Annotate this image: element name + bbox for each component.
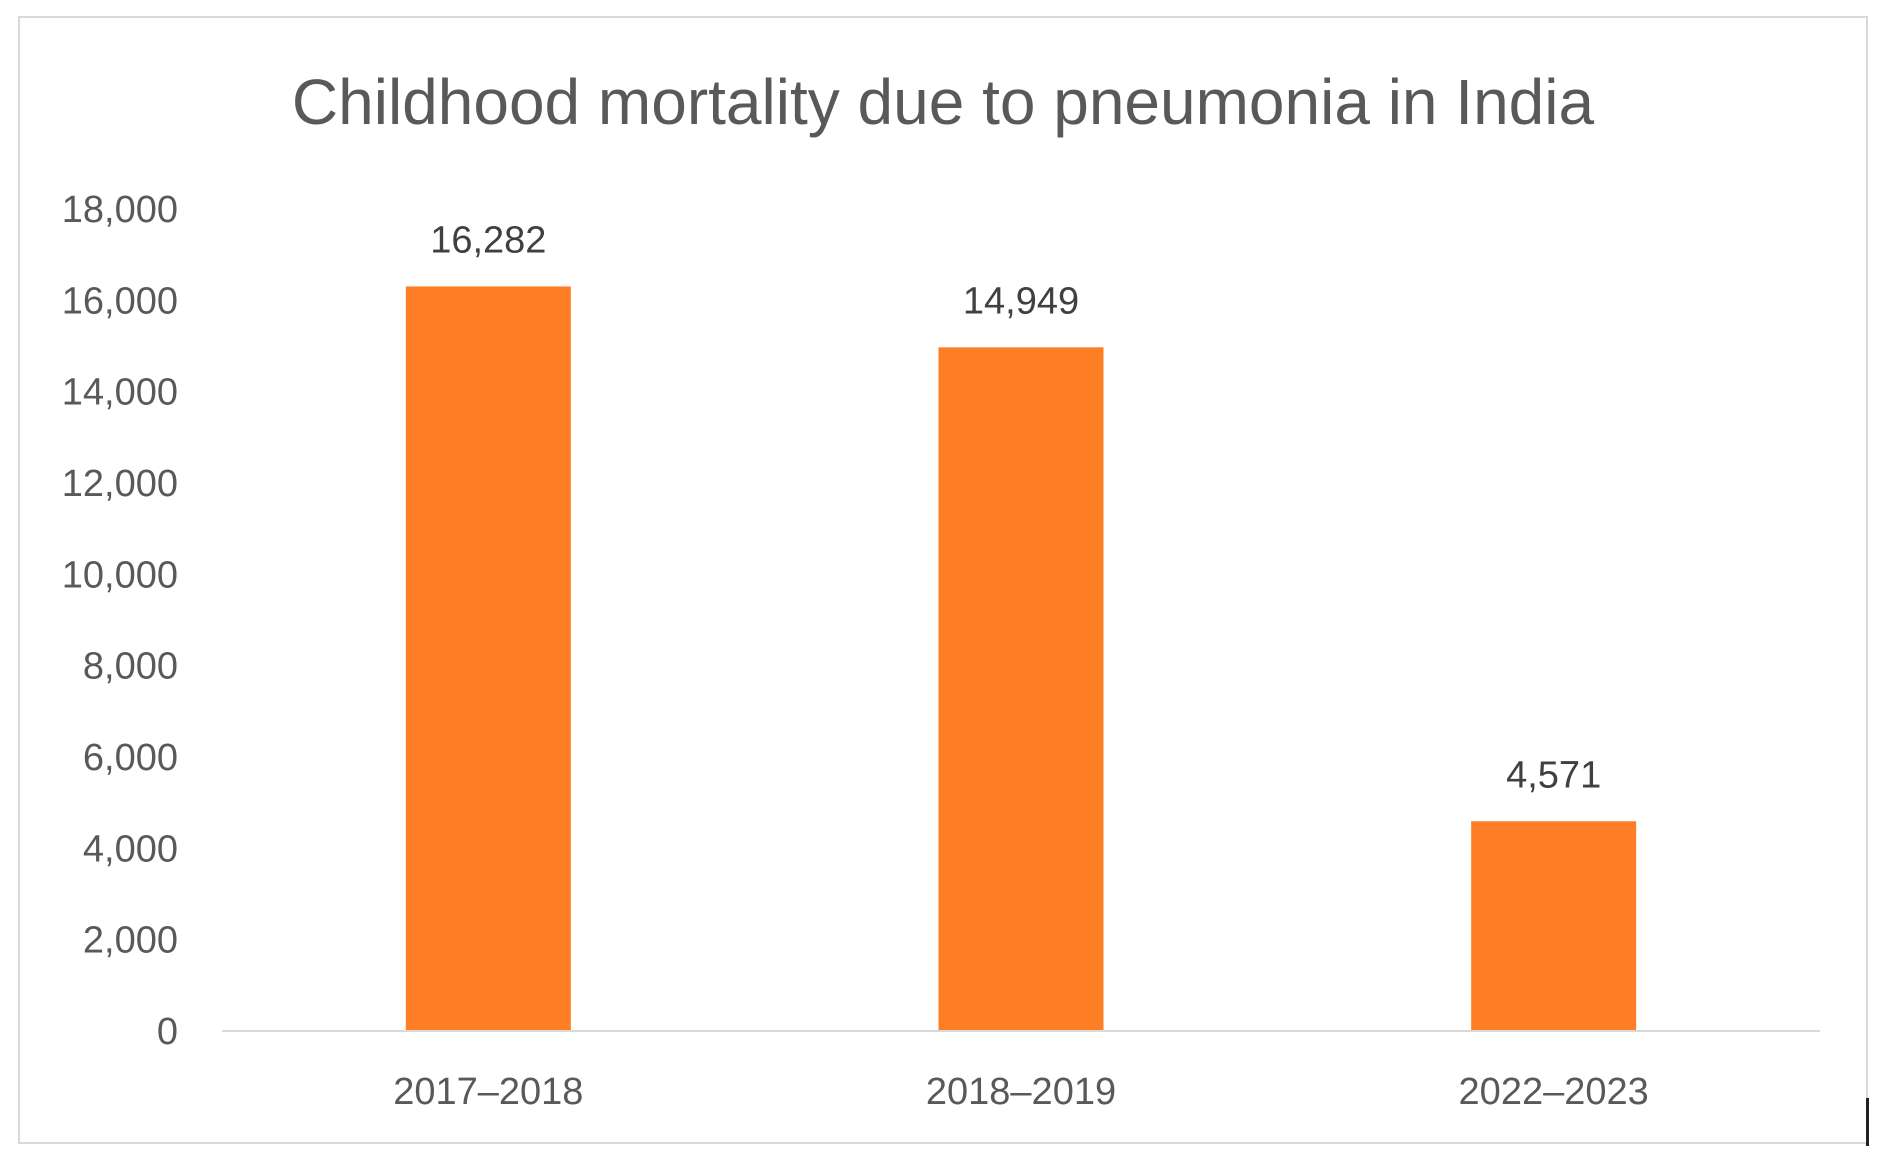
x-category-label: 2018–2019 — [926, 1071, 1116, 1113]
y-tick-label: 12,000 — [62, 463, 178, 505]
y-tick-label: 8,000 — [83, 646, 178, 688]
bars — [405, 286, 1637, 1031]
bar — [938, 347, 1104, 1031]
y-tick-label: 2,000 — [83, 920, 178, 962]
bar-value-label: 14,949 — [963, 280, 1079, 322]
y-tick-label: 6,000 — [83, 737, 178, 779]
bar-value-label: 4,571 — [1506, 754, 1601, 796]
data-labels: 16,282 14,949 4,571 — [430, 219, 1601, 796]
y-tick-label: 0 — [157, 1011, 178, 1053]
x-category-label: 2022–2023 — [1459, 1071, 1649, 1113]
bar-value-label: 16,282 — [430, 219, 546, 261]
y-tick-label: 16,000 — [62, 280, 178, 322]
y-tick-label: 4,000 — [83, 828, 178, 870]
bar — [1471, 821, 1637, 1030]
y-tick-label: 18,000 — [62, 189, 178, 231]
y-tick-label: 10,000 — [62, 554, 178, 596]
x-category-label: 2017–2018 — [393, 1071, 583, 1113]
bar — [405, 286, 571, 1030]
y-tick-label: 14,000 — [62, 372, 178, 414]
corner-mark — [1866, 1098, 1869, 1146]
chart-title: Childhood mortality due to pneumonia in … — [292, 66, 1595, 138]
y-axis-ticks: 0 2,000 4,000 6,000 8,000 10,000 12,000 14,000 1… — [62, 189, 178, 1053]
x-axis-labels: 2017–2018 2018–2019 2022–2023 — [393, 1071, 1649, 1113]
